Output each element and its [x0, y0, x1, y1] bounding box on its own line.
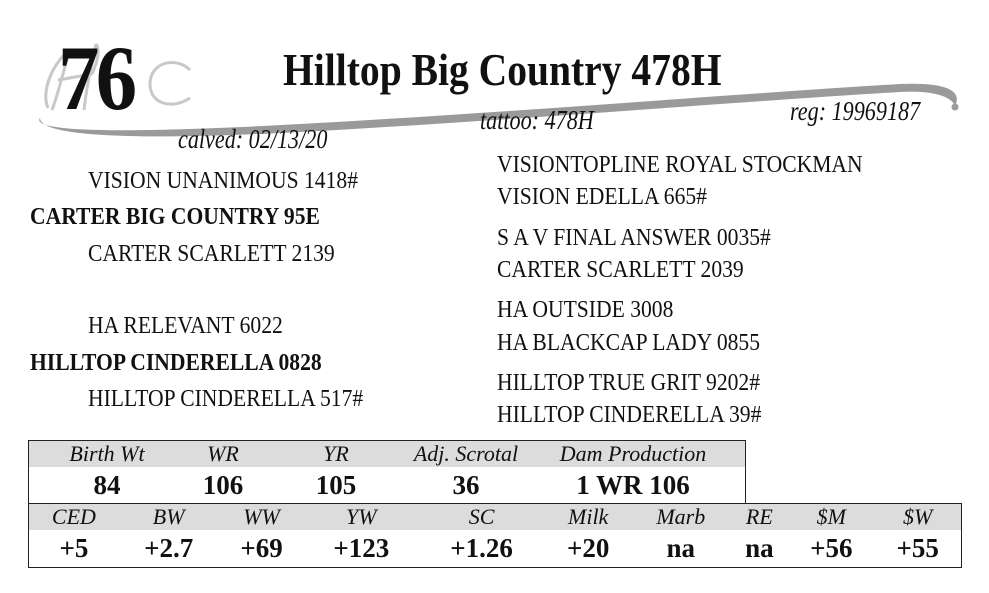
- value-dollar-w: +55: [896, 533, 939, 563]
- header-yw: YW: [304, 503, 419, 530]
- value-re: na: [745, 533, 774, 563]
- header-bw: BW: [118, 503, 219, 530]
- sire-dam: CARTER SCARLETT 2139: [88, 241, 335, 267]
- header-wr: WR: [185, 440, 261, 467]
- header-birth-wt: Birth Wt: [28, 440, 185, 467]
- header-ced: CED: [28, 503, 119, 530]
- value-yw: +123: [333, 533, 390, 563]
- header-ww: WW: [218, 503, 305, 530]
- dam-sire: HA RELEVANT 6022: [88, 313, 283, 339]
- ancestor: VISION EDELLA 665#: [497, 184, 707, 210]
- value-bw: +2.7: [144, 533, 194, 563]
- swoosh-decoration: [39, 43, 959, 137]
- value-birth-wt: 84: [93, 470, 121, 500]
- value-ww: +69: [240, 533, 283, 563]
- header-sc: SC: [418, 503, 546, 530]
- header-re: RE: [730, 503, 789, 530]
- lot-number: 76: [58, 27, 137, 129]
- header-adj-scrotal: Adj. Scrotal: [411, 440, 521, 467]
- value-yr: 105: [315, 470, 357, 500]
- value-dam-production: 1 WR 106: [576, 470, 690, 500]
- value-dollar-m: +56: [810, 533, 853, 563]
- dam: HILLTOP CINDERELLA 0828: [30, 350, 322, 376]
- header-marb: Marb: [631, 503, 731, 530]
- ancestor: HA BLACKCAP LADY 0855: [497, 330, 761, 356]
- value-marb: na: [666, 533, 696, 563]
- ancestor: HILLTOP CINDERELLA 39#: [497, 402, 762, 428]
- swoosh-dot: [951, 103, 959, 111]
- swoosh-curve: [39, 83, 957, 137]
- ancestor: CARTER SCARLETT 2039: [497, 257, 744, 283]
- tattoo: tattoo: 478H: [480, 105, 594, 135]
- header-dollar-w: $W: [874, 503, 962, 530]
- registration-number: reg: 19969187: [790, 96, 921, 126]
- dam-dam: HILLTOP CINDERELLA 517#: [88, 386, 364, 412]
- header-dam-production: Dam Production: [521, 440, 746, 467]
- epd-table: CED BW WW YW SC Milk Marb RE $M $W +5 +2…: [28, 503, 962, 568]
- value-adj-scrotal: 36: [452, 470, 480, 500]
- monogram-logo: [44, 43, 192, 111]
- value-sc: +1.26: [450, 533, 513, 563]
- ancestor: S A V FINAL ANSWER 0035#: [497, 225, 771, 251]
- value-milk: +20: [566, 533, 610, 563]
- animal-name: Hilltop Big Country 478H: [283, 44, 722, 95]
- header-milk: Milk: [545, 503, 632, 530]
- ancestor: HA OUTSIDE 3008: [497, 297, 674, 323]
- sire: CARTER BIG COUNTRY 95E: [30, 204, 320, 230]
- performance-table: Birth Wt WR YR Adj. Scrotal Dam Producti…: [28, 440, 746, 505]
- value-wr: 106: [202, 470, 244, 500]
- header-yr: YR: [261, 440, 411, 467]
- sire-sire: VISION UNANIMOUS 1418#: [88, 168, 358, 194]
- header-dollar-m: $M: [788, 503, 875, 530]
- ancestor: VISIONTOPLINE ROYAL STOCKMAN: [497, 152, 863, 178]
- value-ced: +5: [59, 533, 89, 563]
- calved-date: calved: 02/13/20: [178, 124, 328, 154]
- ancestor: HILLTOP TRUE GRIT 9202#: [497, 370, 761, 396]
